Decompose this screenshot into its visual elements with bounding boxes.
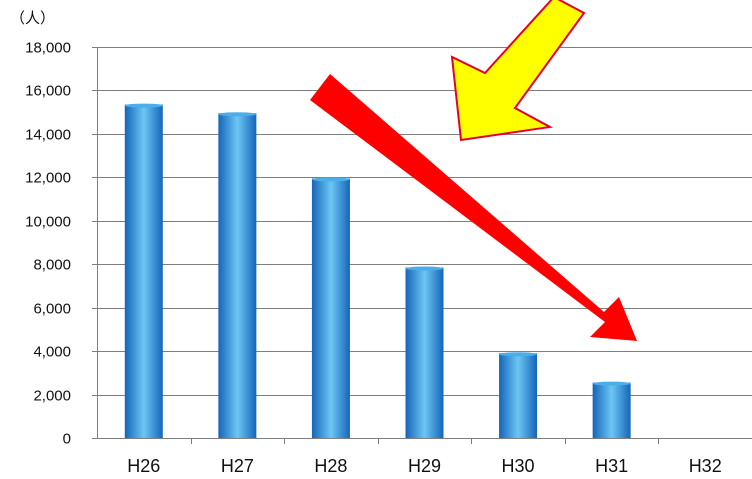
bar-cap	[311, 177, 350, 182]
bar	[405, 267, 444, 438]
x-axis-tick-labels: H26 H27 H28 H29 H30 H31 H32	[127, 456, 721, 476]
y-tick-label: 16,000	[25, 83, 71, 100]
red-trend-arrow	[310, 74, 637, 341]
y-tick-label: 18,000	[25, 40, 71, 57]
x-tick-label: H31	[595, 456, 628, 476]
x-tick-label: H28	[314, 456, 347, 476]
bar-cap	[405, 266, 444, 271]
bar	[124, 104, 163, 438]
x-axis	[97, 47, 752, 444]
y-tick-label: 14,000	[25, 127, 71, 144]
y-tick-label: 10,000	[25, 214, 71, 231]
bar	[592, 382, 631, 438]
y-tick-label: 12,000	[25, 170, 71, 187]
x-tick-label: H27	[221, 456, 254, 476]
x-tick-label: H32	[689, 456, 722, 476]
x-tick-label: H30	[502, 456, 535, 476]
y-tick-label: 8,000	[33, 257, 71, 274]
x-tick-label: H29	[408, 456, 441, 476]
bar	[499, 353, 538, 438]
y-tick-label: 6,000	[33, 301, 71, 318]
x-tick-label: H26	[127, 456, 160, 476]
y-unit-label: （人）	[10, 9, 55, 27]
bars	[124, 103, 631, 439]
bar	[218, 113, 257, 438]
bar-cap	[218, 112, 257, 117]
y-tick-label: 4,000	[33, 344, 71, 361]
y-tick-label: 2,000	[33, 388, 71, 405]
y-tick-label: 0	[63, 431, 71, 448]
bar-cap	[499, 352, 538, 357]
y-axis-tick-labels: 0 2,000 4,000 6,000 8,000 10,000 12,000 14,000 1…	[25, 40, 71, 448]
bar	[311, 178, 350, 439]
bar-cap	[124, 103, 163, 108]
yellow-callout-arrow	[450, 0, 586, 142]
bar-cap	[592, 381, 631, 386]
